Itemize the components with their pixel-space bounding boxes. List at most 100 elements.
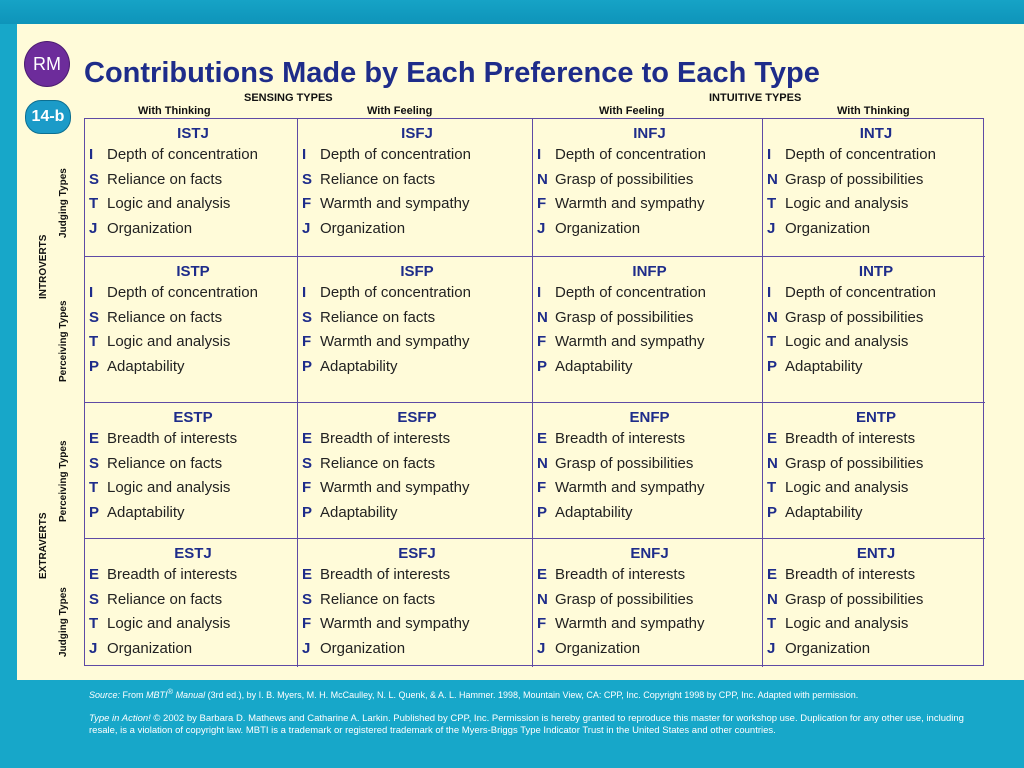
preference-line: P Adaptability [302, 501, 532, 526]
preference-text: Warmth and sympathy [320, 333, 470, 350]
type-cell: ESTJ E Breadth of interests S Reliance on fa… [85, 539, 298, 667]
preference-letter: S [302, 590, 313, 608]
type-name: ESTP [173, 409, 213, 426]
preference-text: Warmth and sympathy [555, 615, 705, 632]
preference-line: I Depth of concentration [537, 143, 762, 168]
preference-letter: J [537, 639, 546, 657]
type-cell: ENTJ E Breadth of interests N Grasp of possi… [763, 539, 985, 667]
type-name: ENFP [629, 409, 670, 426]
type-name: ENTJ [856, 545, 896, 562]
preference-text: Depth of concentration [555, 284, 706, 301]
top-band [0, 0, 1024, 24]
preference-text: Organization [785, 219, 871, 237]
preference-text: Breadth of interests [785, 566, 916, 583]
preference-text: Grasp of possibilities [785, 590, 924, 608]
preference-line: T Logic and analysis [89, 476, 297, 501]
preference-text: Organization [785, 639, 871, 657]
preference-line: I Depth of concentration [302, 143, 532, 168]
preference-letter: P [767, 357, 778, 375]
preference-letter: T [89, 333, 99, 350]
preference-text: Reliance on facts [320, 308, 436, 326]
preference-letter: P [89, 357, 100, 375]
preference-text: Reliance on facts [320, 170, 436, 188]
slide-code-badge: 14-b [25, 100, 71, 134]
preference-letter: T [767, 333, 777, 350]
preference-letter: I [767, 146, 772, 163]
preference-line: I Depth of concentration [89, 281, 297, 306]
preference-letter: N [537, 454, 548, 472]
preference-text: Adaptability [785, 503, 863, 521]
preference-text: Logic and analysis [107, 195, 231, 212]
preference-text: Reliance on facts [107, 170, 223, 188]
preference-line: F Warmth and sympathy [537, 192, 762, 217]
preference-text: Reliance on facts [320, 590, 436, 608]
source-manual: Manual [173, 690, 206, 700]
preference-letter: P [302, 357, 313, 375]
preference-letter: F [537, 195, 547, 212]
type-name: ESTJ [174, 545, 212, 562]
type-cell: ESFJ E Breadth of interests S Reliance on fa… [298, 539, 533, 667]
preference-line: N Grasp of possibilities [537, 452, 762, 477]
preference-text: Grasp of possibilities [785, 454, 924, 472]
source-rest: (3rd ed.), by I. B. Myers, M. H. McCaull… [205, 690, 859, 700]
preference-line: T Logic and analysis [767, 612, 985, 637]
type-name: ESFJ [398, 545, 436, 562]
preference-text: Warmth and sympathy [555, 195, 705, 212]
preference-line: P Adaptability [537, 501, 762, 526]
preference-text: Grasp of possibilities [555, 454, 694, 472]
preference-text: Reliance on facts [107, 308, 223, 326]
type-cell: INTP I Depth of concentration N Grasp of pos… [763, 257, 985, 403]
preference-line: I Depth of concentration [537, 281, 762, 306]
preference-letter: E [767, 430, 778, 447]
preference-letter: E [89, 566, 100, 583]
preference-line: S Reliance on facts [302, 452, 532, 477]
row-label-4: Judging Types [58, 587, 69, 657]
type-name: INFP [632, 263, 667, 280]
preference-letter: J [302, 639, 311, 657]
preference-line: E Breadth of interests [302, 427, 532, 452]
type-name: ISFP [400, 263, 434, 280]
preference-line: I Depth of concentration [302, 281, 532, 306]
type-cell: ESFP E Breadth of interests S Reliance on fa… [298, 403, 533, 539]
preference-text: Adaptability [785, 357, 863, 375]
preference-letter: T [767, 615, 777, 632]
type-cell: INFP I Depth of concentration N Grasp of pos… [533, 257, 763, 403]
preference-text: Depth of concentration [785, 146, 936, 163]
type-cell: ESTP E Breadth of interests S Reliance on fa… [85, 403, 298, 539]
preference-text: Adaptability [555, 357, 633, 375]
preference-text: Adaptability [107, 357, 185, 375]
preference-text: Logic and analysis [785, 479, 909, 496]
preference-line: F Warmth and sympathy [302, 330, 532, 355]
preference-letter: F [302, 479, 312, 496]
preference-line: E Breadth of interests [767, 563, 985, 588]
preference-line: S Reliance on facts [89, 168, 297, 193]
preference-line: P Adaptability [537, 355, 762, 380]
preference-text: Organization [107, 639, 193, 657]
type-cell: ENFP E Breadth of interests N Grasp of possi… [533, 403, 763, 539]
preference-line: I Depth of concentration [89, 143, 297, 168]
preference-text: Breadth of interests [320, 566, 451, 583]
preference-text: Organization [555, 219, 641, 237]
preference-text: Adaptability [320, 503, 398, 521]
preference-letter: I [537, 284, 542, 301]
preference-letter: I [302, 146, 307, 163]
preference-line: P Adaptability [767, 501, 985, 526]
source-label: Source: [89, 690, 121, 700]
column-header-2: With Feeling [367, 105, 433, 117]
type-name: INTJ [859, 125, 893, 142]
type-name: ISFJ [401, 125, 433, 142]
preference-line: T Logic and analysis [89, 612, 297, 637]
preference-letter: I [767, 284, 772, 301]
preference-line: N Grasp of possibilities [767, 452, 985, 477]
preference-letter: T [89, 195, 99, 212]
preference-letter: F [302, 333, 312, 350]
preference-letter: I [537, 146, 542, 163]
preference-line: F Warmth and sympathy [302, 612, 532, 637]
preference-letter: S [89, 170, 100, 188]
preference-line: N Grasp of possibilities [537, 588, 762, 613]
type-name: INTP [858, 263, 894, 280]
preference-letter: P [767, 503, 778, 521]
preference-text: Grasp of possibilities [785, 308, 924, 326]
source-citation: Source: From MBTI® Manual (3rd ed.), by … [89, 687, 989, 700]
preference-text: Breadth of interests [785, 430, 916, 447]
